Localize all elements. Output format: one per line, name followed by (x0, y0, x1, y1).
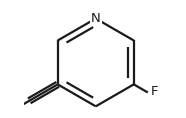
Text: N: N (91, 12, 101, 25)
Text: F: F (150, 85, 158, 98)
